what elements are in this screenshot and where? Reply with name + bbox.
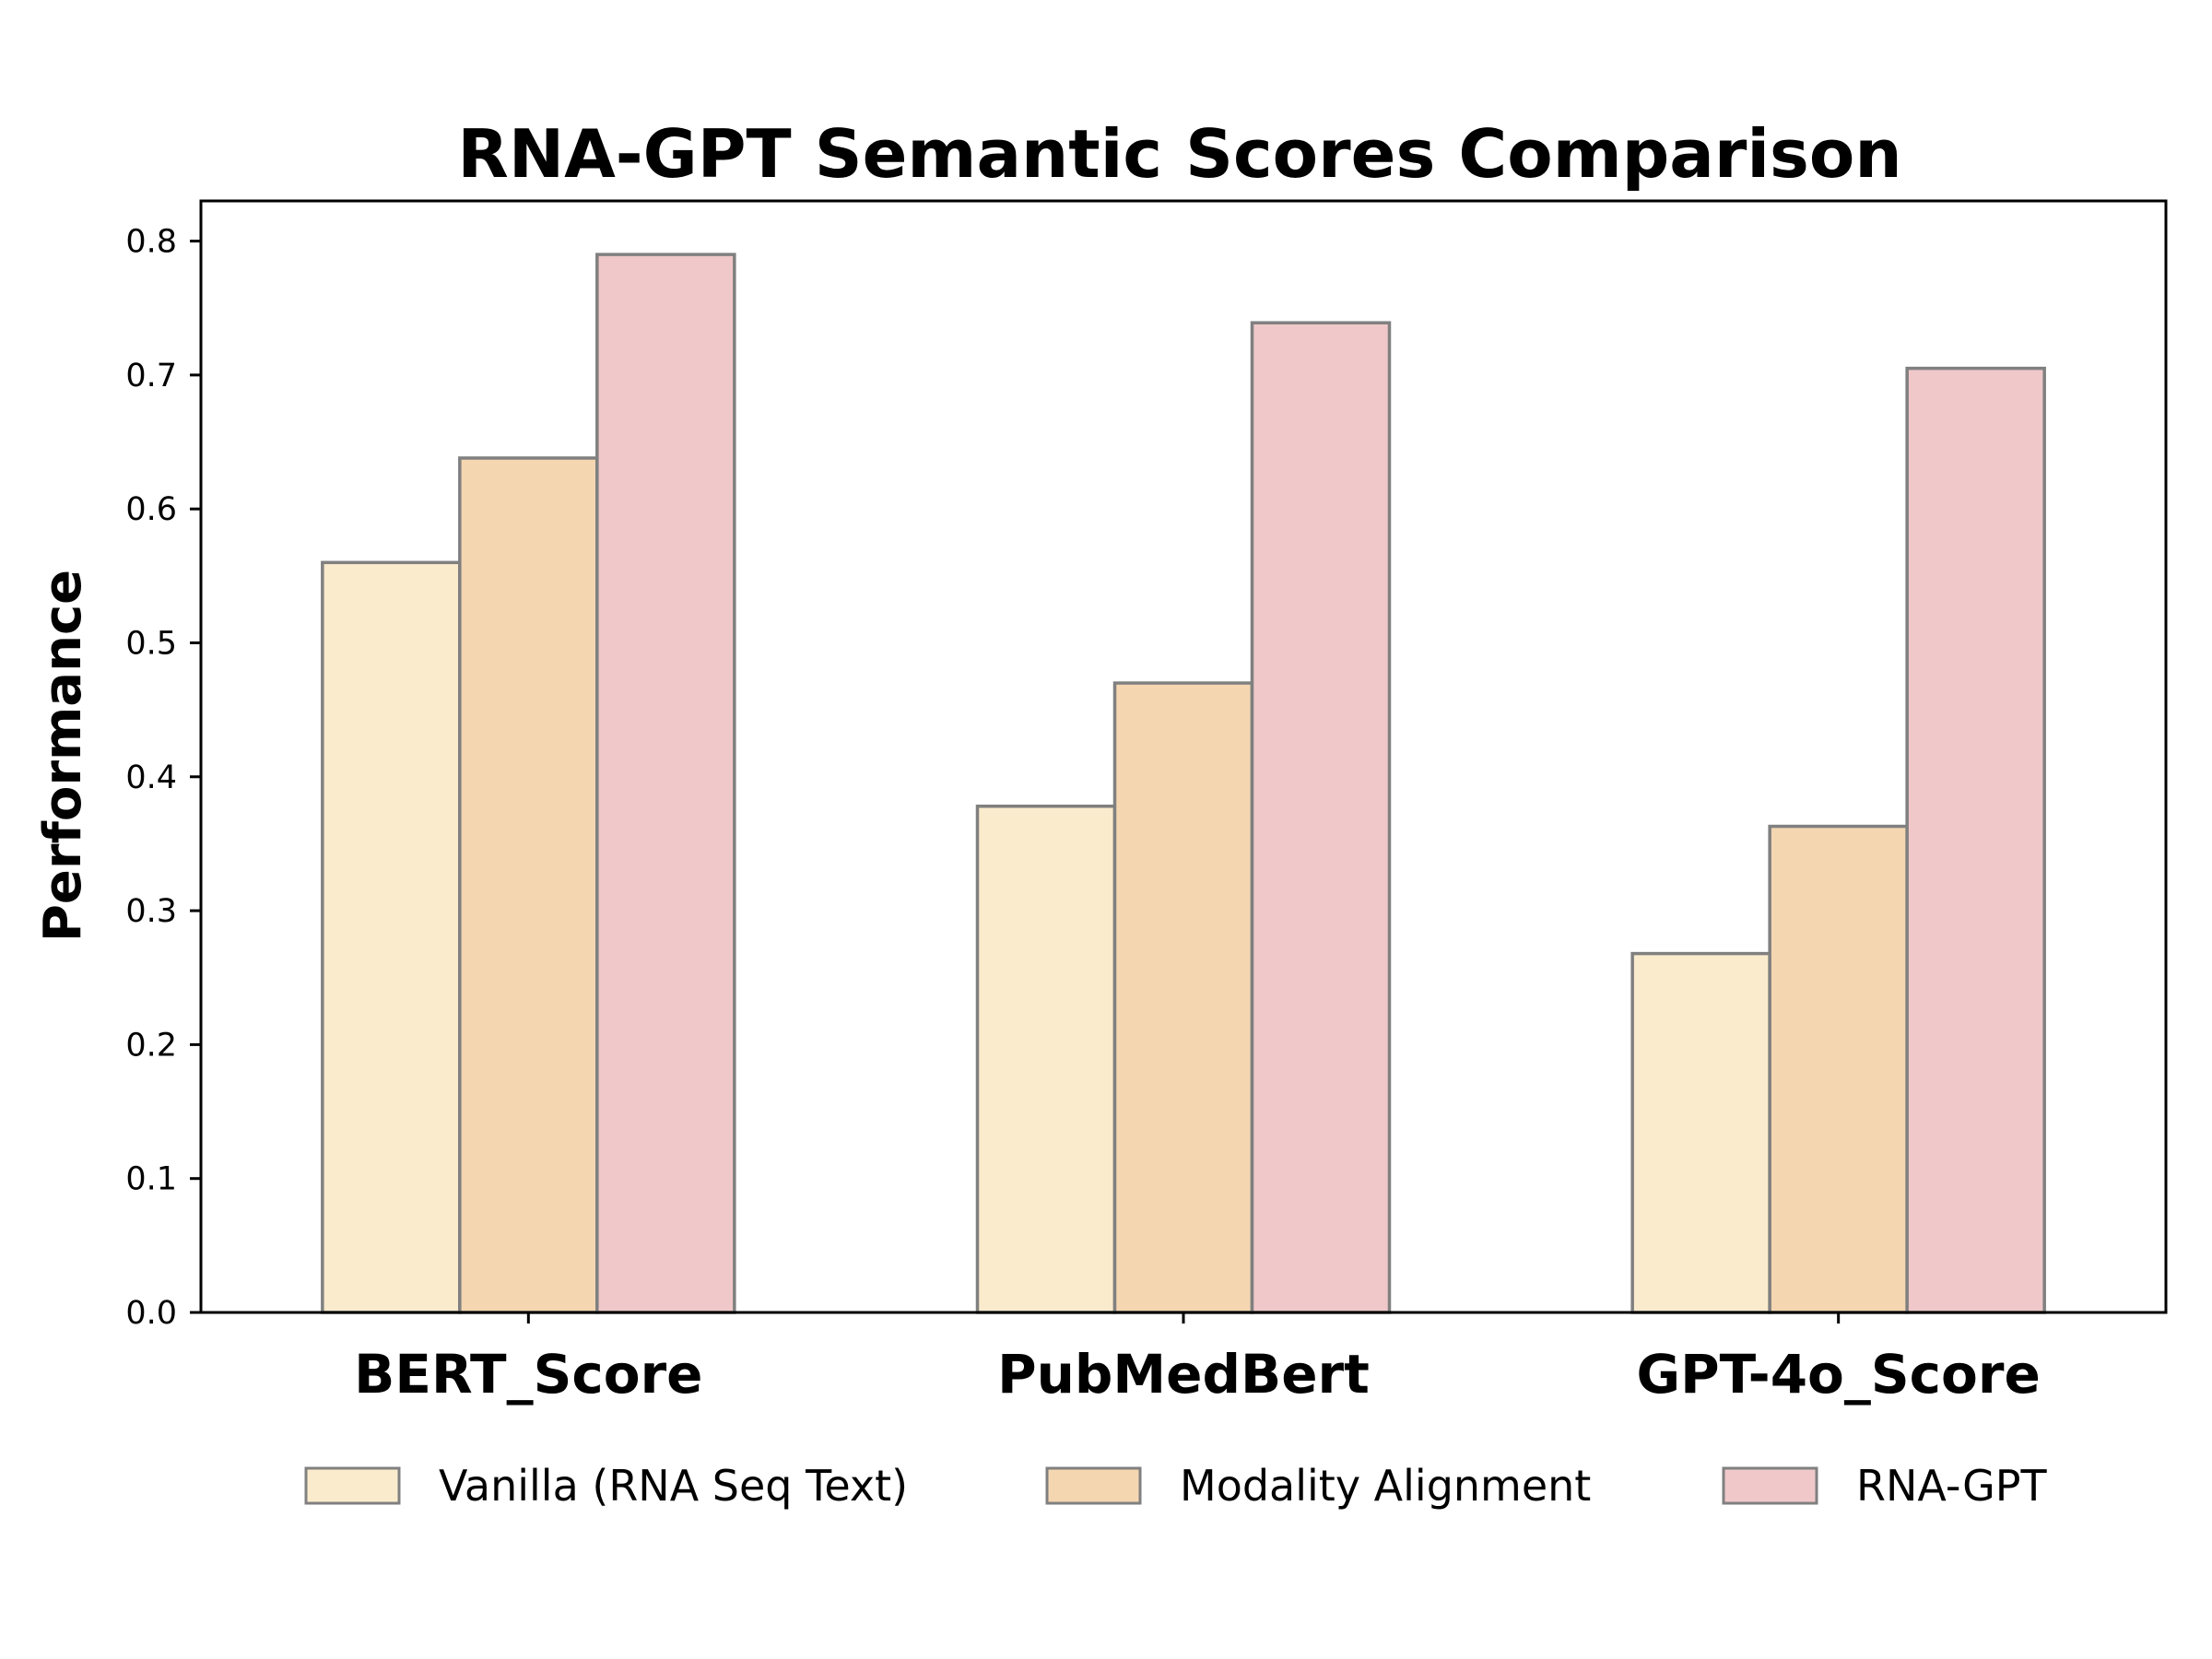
legend-label-rna-gpt: RNA-GPT — [1856, 1461, 2047, 1511]
bar-vanilla-rna-seq-text-gpt-4o-score — [1630, 951, 1771, 1314]
y-tick-label: 0.1 — [125, 1161, 177, 1198]
x-tick-label-pubmedbert: PubMedBert — [997, 1343, 1370, 1406]
y-tick-label: 0.7 — [125, 358, 177, 394]
bar-modality-alignment-gpt-4o-score — [1768, 824, 1909, 1314]
bar-rna-gpt-bert-score — [595, 253, 736, 1314]
plot-frame — [199, 199, 2168, 1314]
bar-rna-gpt-gpt-4o-score — [1905, 366, 2046, 1314]
y-axis: 0.0 0.1 0.2 0.3 0.4 0.5 0.6 0.7 0.8 — [125, 224, 201, 1332]
y-tick-label: 0.8 — [125, 224, 177, 261]
legend: Vanilla (RNA Seq Text) Modality Alignment… — [304, 1461, 2047, 1511]
y-tick-label: 0.3 — [125, 893, 177, 930]
legend-label-vanilla-rna-seq-text: Vanilla (RNA Seq Text) — [439, 1461, 908, 1511]
bars-group — [321, 253, 2046, 1314]
y-tick-label: 0.2 — [125, 1027, 177, 1064]
bar-modality-alignment-pubmedbert — [1112, 681, 1254, 1314]
y-tick-label: 0.0 — [125, 1295, 177, 1332]
x-axis: BERT_Score PubMedBert GPT-4o_Score — [354, 1312, 2041, 1406]
x-tick-label-bert-score: BERT_Score — [354, 1343, 702, 1406]
legend-swatch-vanilla-rna-seq-text — [304, 1466, 401, 1505]
bar-vanilla-rna-seq-text-bert-score — [321, 560, 462, 1314]
bar-vanilla-rna-seq-text-pubmedbert — [975, 805, 1117, 1314]
y-axis-label: Performance — [33, 570, 93, 942]
y-tick-label: 0.5 — [125, 625, 177, 662]
bar-rna-gpt-pubmedbert — [1250, 321, 1392, 1314]
y-tick-label: 0.4 — [125, 759, 177, 796]
x-tick-label-gpt-4o-score: GPT-4o_Score — [1636, 1343, 2040, 1406]
legend-swatch-modality-alignment — [1045, 1466, 1142, 1505]
legend-swatch-rna-gpt — [1722, 1466, 1818, 1505]
y-tick-label: 0.6 — [125, 491, 177, 528]
legend-label-modality-alignment: Modality Alignment — [1180, 1461, 1591, 1511]
chart-title: RNA-GPT Semantic Scores Comparison — [457, 115, 1901, 193]
bar-modality-alignment-bert-score — [458, 456, 599, 1314]
